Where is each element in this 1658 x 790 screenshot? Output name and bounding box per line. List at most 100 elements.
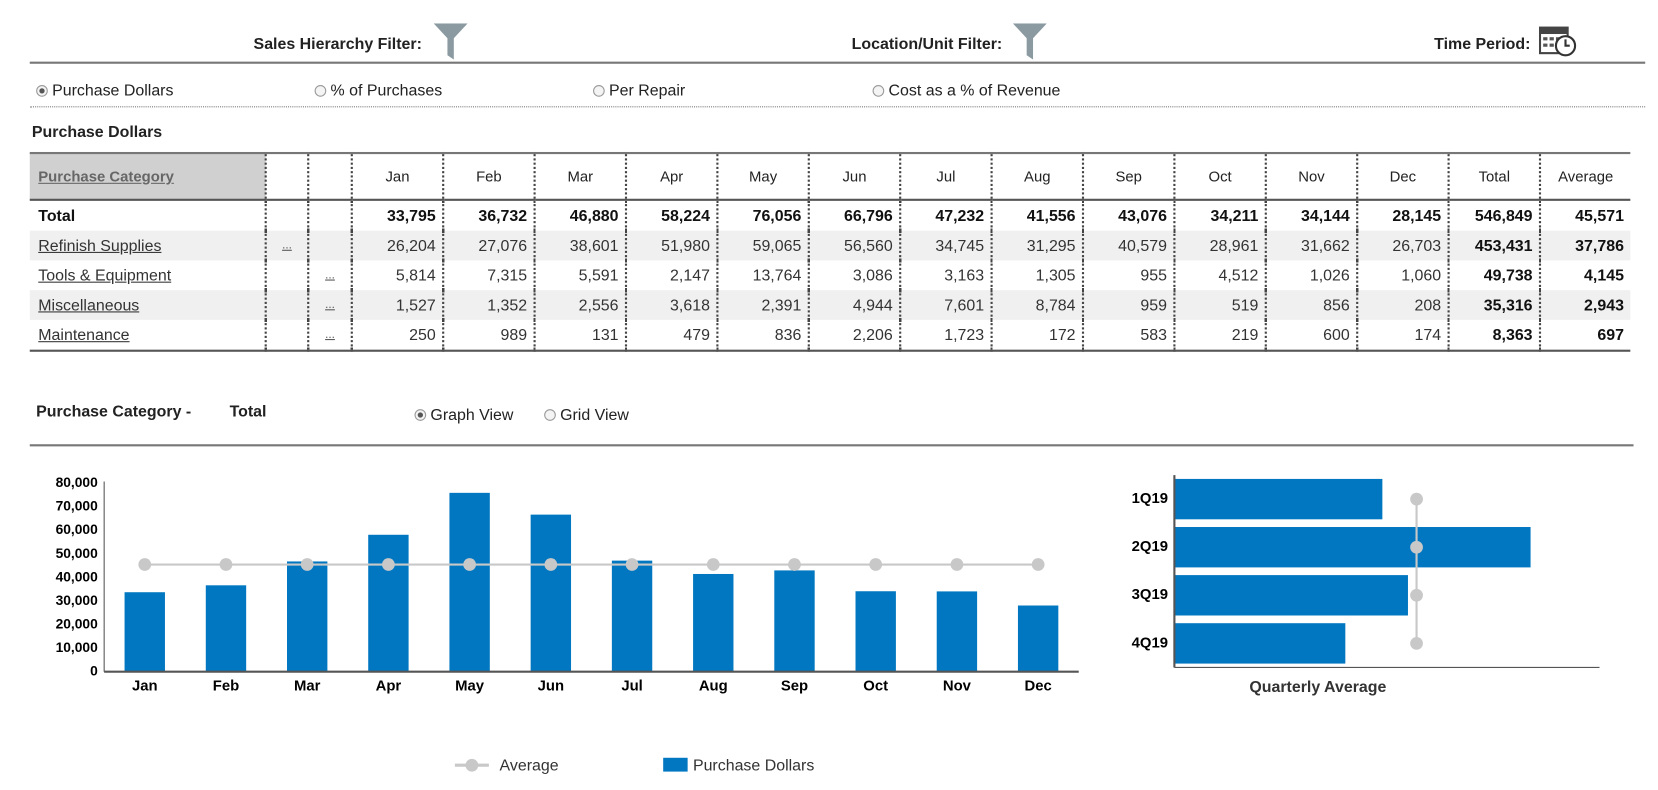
radio-option[interactable]: Cost as a % of Revenue [872, 82, 1060, 100]
x-tick-label: Mar [294, 678, 321, 694]
cell: 34,745 [899, 230, 992, 261]
cell: 33,795 [350, 199, 444, 231]
y-tick-label: 30,000 [56, 592, 99, 608]
legend-label: Average [500, 757, 559, 774]
y-tick-label: 1Q19 [1132, 491, 1168, 507]
cell: 697 [1538, 319, 1631, 351]
row-label[interactable]: Refinish Supplies [29, 230, 266, 261]
cell: 31,295 [990, 230, 1083, 261]
cell: 519 [1173, 290, 1266, 320]
cell: 45,571 [1538, 199, 1631, 231]
drill-cell [264, 319, 309, 351]
average-point [1410, 492, 1423, 506]
y-tick-label: 50,000 [56, 545, 99, 561]
row-label[interactable]: Tools & Equipment [38, 266, 172, 285]
column-header: Oct [1173, 153, 1266, 201]
cell: 59,065 [716, 230, 809, 261]
drill-cell[interactable]: ... [307, 319, 352, 351]
x-tick-label: Jan [132, 678, 158, 694]
table-row: Tools & Equipment... 5,814 7,315 5,591 2,147… [30, 260, 1631, 291]
legend-swatch [663, 757, 688, 772]
x-tick-label: Nov [943, 678, 972, 694]
cell: 2,556 [533, 290, 626, 320]
average-point [1410, 540, 1423, 554]
radio-option[interactable]: Purchase Dollars [36, 82, 173, 100]
cell: 2,391 [716, 290, 809, 320]
radio-label: Graph View [430, 405, 514, 425]
drill-cell[interactable]: ... [264, 230, 309, 261]
cell: 989 [442, 319, 535, 351]
radio-button[interactable] [314, 85, 327, 97]
cell: 13,764 [716, 260, 809, 291]
bar [1174, 575, 1408, 616]
column-header[interactable]: Purchase Category [29, 153, 266, 201]
bar [1174, 478, 1383, 520]
bar [124, 592, 165, 672]
y-tick-label: 40,000 [56, 568, 99, 584]
filter-icon[interactable] [1012, 23, 1047, 60]
y-tick-label: 80,000 [56, 474, 99, 490]
radio-button[interactable] [593, 85, 605, 97]
radio-button[interactable] [872, 85, 885, 97]
column-header-blank [307, 153, 352, 201]
column-header-blank [264, 153, 309, 201]
cell: 47,232 [899, 199, 992, 231]
drill-cell[interactable]: ... [307, 290, 352, 320]
cell: 4,944 [807, 290, 901, 320]
column-header: Sep [1081, 153, 1175, 201]
cell: 583 [1081, 319, 1175, 351]
radio-label: Grid View [560, 405, 629, 425]
row-label[interactable]: Miscellaneous [29, 290, 266, 320]
radio-option[interactable]: Graph View [414, 406, 513, 424]
calendar-icon[interactable] [1538, 23, 1577, 57]
average-point [138, 558, 152, 571]
average-point [706, 558, 720, 571]
column-header: Apr [624, 153, 718, 201]
drill-cell [264, 199, 309, 231]
radio-option[interactable]: Per Repair [593, 82, 685, 100]
bar [611, 560, 653, 672]
filter-label: Time Period: [1434, 35, 1531, 54]
cell: 836 [716, 319, 809, 351]
radio-button[interactable] [414, 409, 427, 421]
y-tick-label: 2Q19 [1132, 539, 1168, 555]
detail-selection: Total [229, 402, 267, 421]
row-label[interactable]: Maintenance [38, 325, 130, 344]
cell: 49,738 [1447, 260, 1540, 291]
bar [1017, 605, 1059, 672]
column-header: Mar [533, 153, 626, 201]
bar [287, 561, 328, 672]
radio-button[interactable] [36, 85, 48, 97]
radio-option[interactable]: Grid View [544, 406, 629, 424]
filter-icon[interactable] [433, 23, 468, 60]
filter-label: Sales Hierarchy Filter: [253, 35, 422, 54]
drill-cell[interactable]: ... [307, 260, 352, 291]
cell: 2,147 [624, 260, 718, 291]
section-title: Purchase Dollars [31, 123, 163, 142]
y-tick-label: 3Q19 [1132, 587, 1168, 603]
radio-button[interactable] [544, 409, 556, 421]
x-tick-label: Oct [863, 678, 888, 694]
cell: 453,431 [1447, 230, 1540, 261]
bar [855, 591, 896, 672]
radio-option[interactable]: % of Purchases [314, 82, 442, 100]
cell: 1,060 [1356, 260, 1449, 291]
y-tick-label: 60,000 [56, 521, 99, 537]
cell: 479 [624, 319, 718, 351]
divider [29, 61, 1646, 64]
table-row: Refinish Supplies... 26,204 27,076 38,601 51… [29, 230, 1631, 261]
cell: 546,849 [1447, 199, 1540, 231]
average-point [219, 558, 233, 571]
cell: 31,662 [1264, 230, 1358, 261]
bar [936, 591, 978, 672]
cell: 3,618 [624, 290, 718, 320]
cell: 34,144 [1264, 199, 1358, 231]
x-tick-label: Aug [699, 678, 728, 694]
legend-swatch [465, 758, 479, 772]
column-header: Aug [990, 153, 1083, 201]
cell: 3,086 [807, 260, 901, 291]
cell: 36,732 [442, 199, 535, 231]
x-tick-label: May [455, 678, 485, 694]
column-header: Jul [899, 153, 992, 201]
